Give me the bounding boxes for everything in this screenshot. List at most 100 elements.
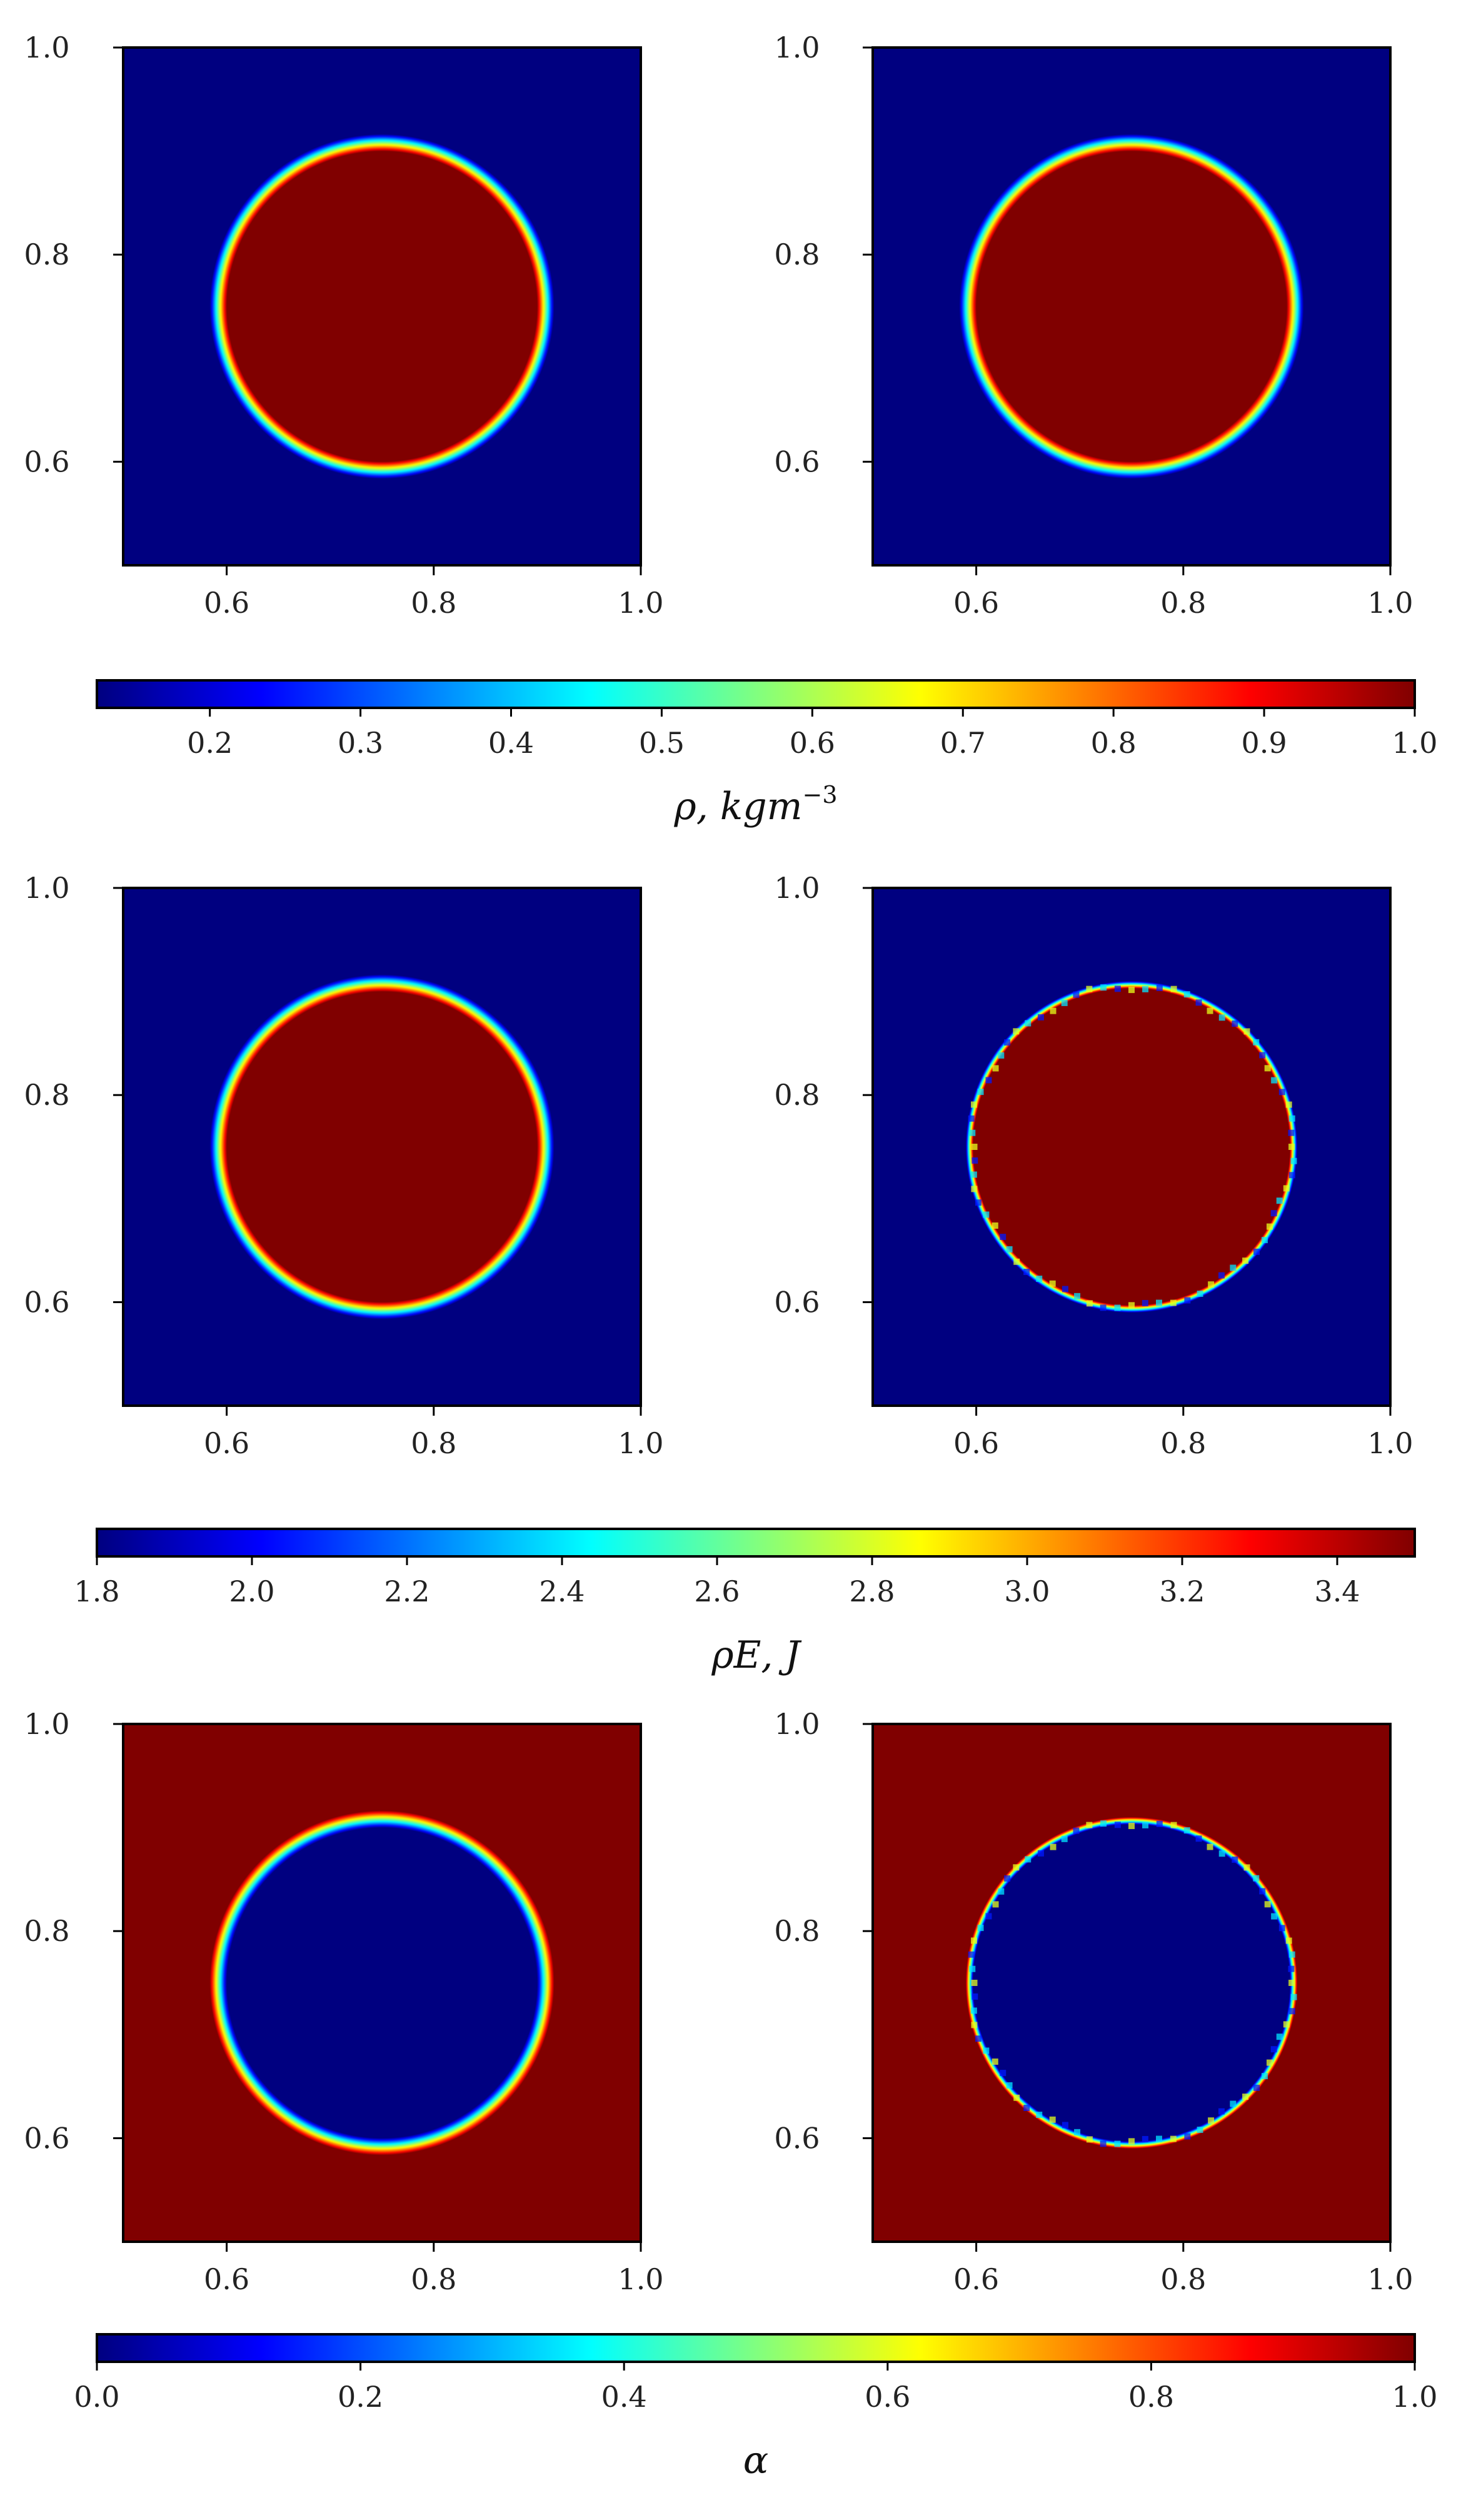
x-tick-label: 0.6 [953, 586, 999, 620]
y-tick-label: 0.6 [24, 2121, 69, 2155]
heatmap-panel-energy-right: 0.6 0.8 1.0 1.0 0.8 0.6 [774, 871, 1413, 1460]
interface-speck [1230, 2100, 1237, 2107]
interface-speck [1100, 1820, 1107, 1827]
interface-speck [970, 1101, 977, 1108]
interface-speck [1128, 1302, 1135, 1309]
interface-speck [1195, 1835, 1202, 1842]
x-tick-label: 0.8 [411, 2262, 456, 2296]
colorbar-tick-label: 2.2 [384, 1575, 429, 1608]
interface-speck [970, 1171, 977, 1178]
interface-speck [1061, 1835, 1068, 1842]
interface-speck [983, 1211, 990, 1218]
interface-speck [1184, 1297, 1191, 1304]
interface-speck [1243, 1028, 1250, 1035]
colorbar-tick-label: 0.5 [639, 726, 685, 760]
colorbar-tick-label: 0.4 [601, 2380, 647, 2414]
heatmap-panel-alpha-left: 0.6 0.8 1.0 1.0 0.8 0.6 [24, 1707, 663, 2296]
interface-speck [1000, 1234, 1007, 1241]
y-tick-label: 0.8 [774, 1914, 820, 1948]
interface-speck [1004, 1039, 1011, 1046]
interface-speck [1261, 1237, 1268, 1244]
interface-speck [1283, 2021, 1290, 2028]
x-tick-label: 0.8 [411, 586, 456, 620]
interface-speck [1232, 1020, 1238, 1027]
interface-speck [1278, 1089, 1285, 1096]
interface-speck [1290, 1157, 1297, 1164]
x-tick-label: 1.0 [1367, 586, 1413, 620]
interface-speck [1086, 985, 1093, 992]
y-tick-label: 0.8 [24, 1078, 69, 1112]
interface-speck [1062, 1286, 1068, 1293]
interface-speck [1037, 1850, 1044, 1857]
interface-speck [983, 2047, 990, 2054]
y-tick-label: 1.0 [774, 31, 820, 64]
x-tick-label: 0.6 [953, 2262, 999, 2296]
interface-speck [1025, 1020, 1032, 1027]
colorbar-tick-label: 2.8 [849, 1575, 895, 1608]
y-tick-label: 1.0 [24, 871, 69, 905]
interface-speck [1197, 2126, 1203, 2133]
interface-speck [970, 1937, 977, 1944]
colorbar-tick-label: 1.8 [74, 1575, 119, 1608]
colorbar-gradient [96, 679, 1416, 709]
interface-speck [969, 1129, 976, 1136]
interface-speck [1253, 1248, 1260, 1255]
interface-speck [1036, 2111, 1043, 2118]
interface-speck [1218, 1014, 1225, 1021]
interface-speck [1049, 2116, 1056, 2123]
interface-speck [968, 1115, 975, 1122]
interface-speck [971, 1157, 978, 1164]
interface-speck [1073, 991, 1080, 998]
axes-frame [122, 887, 642, 1407]
y-tick-label: 0.8 [24, 1914, 69, 1948]
interface-speck [1271, 1077, 1278, 1084]
interface-speck [992, 2058, 998, 2065]
heatmap-panel-density-left: 0.6 0.8 1.0 1.0 0.8 0.6 [24, 31, 663, 620]
interface-speck [1242, 2094, 1249, 2100]
interface-speck [1142, 1822, 1149, 1828]
interface-speck [1288, 2008, 1295, 2015]
interface-speck [971, 2022, 978, 2029]
interface-speck [1074, 2129, 1081, 2135]
interface-speck [1278, 1925, 1285, 1932]
interface-speck [1184, 2133, 1191, 2140]
y-tick-label: 1.0 [774, 1707, 820, 1741]
axes-frame [122, 46, 642, 567]
interface-circle [209, 974, 555, 1319]
interface-speck [1266, 2059, 1273, 2066]
x-tick-label: 0.8 [1160, 586, 1206, 620]
y-tick-label: 1.0 [24, 31, 69, 64]
interface-circle [965, 1817, 1298, 2149]
colorbar-tick-label: 0.8 [1091, 726, 1137, 760]
interface-speck [1074, 1293, 1081, 1299]
y-tick-label: 0.8 [774, 238, 820, 271]
interface-speck [1276, 1197, 1283, 1204]
colorbar-tick-label: 0.7 [940, 726, 986, 760]
interface-circle [209, 134, 555, 479]
interface-speck [992, 1065, 999, 1072]
interface-speck [1142, 1299, 1148, 1306]
interface-speck [1142, 985, 1149, 992]
interface-speck [1183, 1827, 1190, 1834]
interface-speck [1207, 1007, 1213, 1014]
interface-speck [1288, 1129, 1295, 1136]
y-tick-label: 0.6 [774, 445, 820, 478]
y-tick-label: 0.6 [774, 2121, 820, 2155]
interface-speck [998, 1052, 1005, 1059]
interface-speck [1155, 2135, 1162, 2142]
x-tick-label: 0.8 [1160, 2262, 1206, 2296]
interface-speck [969, 1965, 976, 1972]
interface-speck [971, 1993, 978, 2000]
interface-speck [1270, 1210, 1277, 1217]
colorbar-tick-label: 0.2 [187, 726, 233, 760]
interface-speck [1006, 1246, 1013, 1252]
interface-speck [1264, 1901, 1271, 1908]
interface-speck [1013, 2094, 1020, 2101]
interface-speck [1208, 2117, 1215, 2124]
interface-speck [1013, 1258, 1020, 1265]
colorbar-gradient [96, 1528, 1416, 1558]
interface-speck [1000, 2070, 1007, 2077]
interface-speck [1208, 1281, 1215, 1288]
interface-speck [1183, 991, 1190, 998]
